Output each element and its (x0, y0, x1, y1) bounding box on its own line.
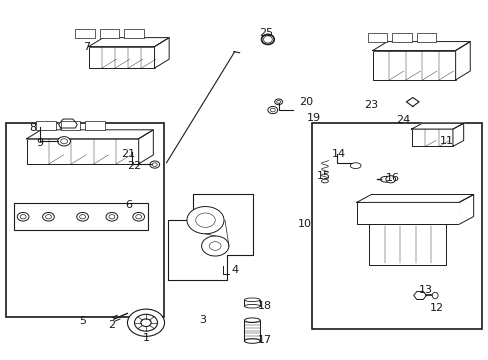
Ellipse shape (201, 236, 228, 256)
Polygon shape (154, 38, 169, 68)
Ellipse shape (244, 339, 260, 343)
Polygon shape (372, 41, 469, 50)
Polygon shape (139, 130, 153, 164)
Ellipse shape (109, 215, 115, 219)
Ellipse shape (267, 107, 277, 114)
Text: 20: 20 (299, 97, 313, 107)
Text: 5: 5 (79, 316, 86, 325)
Bar (372, 50, 455, 80)
Ellipse shape (150, 161, 159, 168)
Ellipse shape (45, 215, 51, 219)
Polygon shape (452, 123, 463, 146)
Text: 4: 4 (231, 265, 238, 275)
Text: 16: 16 (385, 173, 399, 183)
Ellipse shape (20, 215, 26, 219)
Ellipse shape (431, 292, 437, 299)
Bar (36, 121, 56, 130)
Bar (244, 300, 260, 306)
Bar (367, 33, 386, 41)
Text: 8: 8 (29, 123, 36, 133)
Ellipse shape (77, 212, 88, 221)
Text: 2: 2 (108, 320, 115, 330)
Ellipse shape (270, 108, 275, 112)
Ellipse shape (274, 99, 282, 105)
Text: 11: 11 (439, 136, 452, 146)
Ellipse shape (127, 309, 164, 336)
Ellipse shape (244, 305, 260, 308)
Bar (26, 139, 139, 164)
Ellipse shape (42, 212, 54, 221)
Bar (244, 320, 260, 341)
Polygon shape (455, 41, 469, 80)
Text: 21: 21 (122, 149, 136, 159)
Ellipse shape (134, 314, 157, 331)
Ellipse shape (385, 176, 395, 183)
Bar (75, 29, 95, 38)
Bar (416, 33, 435, 41)
Text: 7: 7 (82, 42, 90, 51)
Text: 22: 22 (127, 161, 142, 171)
Text: 17: 17 (258, 334, 272, 345)
Ellipse shape (209, 242, 221, 250)
Text: 3: 3 (199, 315, 206, 325)
Ellipse shape (133, 212, 144, 221)
Ellipse shape (321, 179, 328, 183)
Text: 15: 15 (316, 171, 330, 181)
Bar (311, 123, 482, 329)
Polygon shape (356, 194, 473, 202)
Ellipse shape (349, 163, 360, 168)
Text: 14: 14 (331, 149, 346, 159)
Ellipse shape (106, 212, 118, 221)
Bar (85, 121, 104, 130)
Text: 10: 10 (297, 219, 311, 229)
Bar (14, 203, 148, 230)
Ellipse shape (58, 136, 70, 146)
Text: 19: 19 (306, 113, 321, 123)
Ellipse shape (141, 319, 151, 327)
Ellipse shape (80, 215, 85, 219)
Polygon shape (59, 119, 77, 128)
Text: 18: 18 (258, 301, 272, 311)
Ellipse shape (244, 298, 260, 302)
Text: 12: 12 (429, 303, 443, 314)
Bar (61, 121, 80, 130)
Bar (411, 129, 452, 146)
Text: 25: 25 (259, 28, 273, 38)
Text: 23: 23 (364, 100, 378, 110)
Text: 6: 6 (125, 200, 132, 210)
Polygon shape (88, 38, 169, 46)
Ellipse shape (261, 35, 274, 44)
Text: 24: 24 (395, 115, 409, 125)
Ellipse shape (186, 207, 224, 234)
Ellipse shape (195, 213, 215, 227)
Polygon shape (406, 98, 418, 107)
Bar (369, 224, 446, 265)
Bar (100, 29, 119, 38)
Bar (356, 202, 458, 224)
Ellipse shape (276, 100, 280, 103)
Text: 9: 9 (36, 138, 43, 148)
Bar (88, 46, 154, 68)
Bar (124, 29, 143, 38)
Bar (5, 123, 163, 317)
Ellipse shape (61, 139, 67, 144)
Ellipse shape (152, 163, 157, 166)
Polygon shape (411, 123, 463, 129)
Polygon shape (413, 292, 426, 300)
Polygon shape (167, 194, 252, 280)
Ellipse shape (380, 176, 390, 182)
Text: 1: 1 (142, 333, 149, 343)
Text: 13: 13 (418, 285, 432, 296)
Ellipse shape (244, 318, 260, 323)
Ellipse shape (263, 36, 272, 43)
Polygon shape (26, 130, 153, 139)
Polygon shape (458, 194, 473, 224)
Ellipse shape (17, 212, 29, 221)
Ellipse shape (136, 215, 142, 219)
Bar (391, 33, 411, 41)
